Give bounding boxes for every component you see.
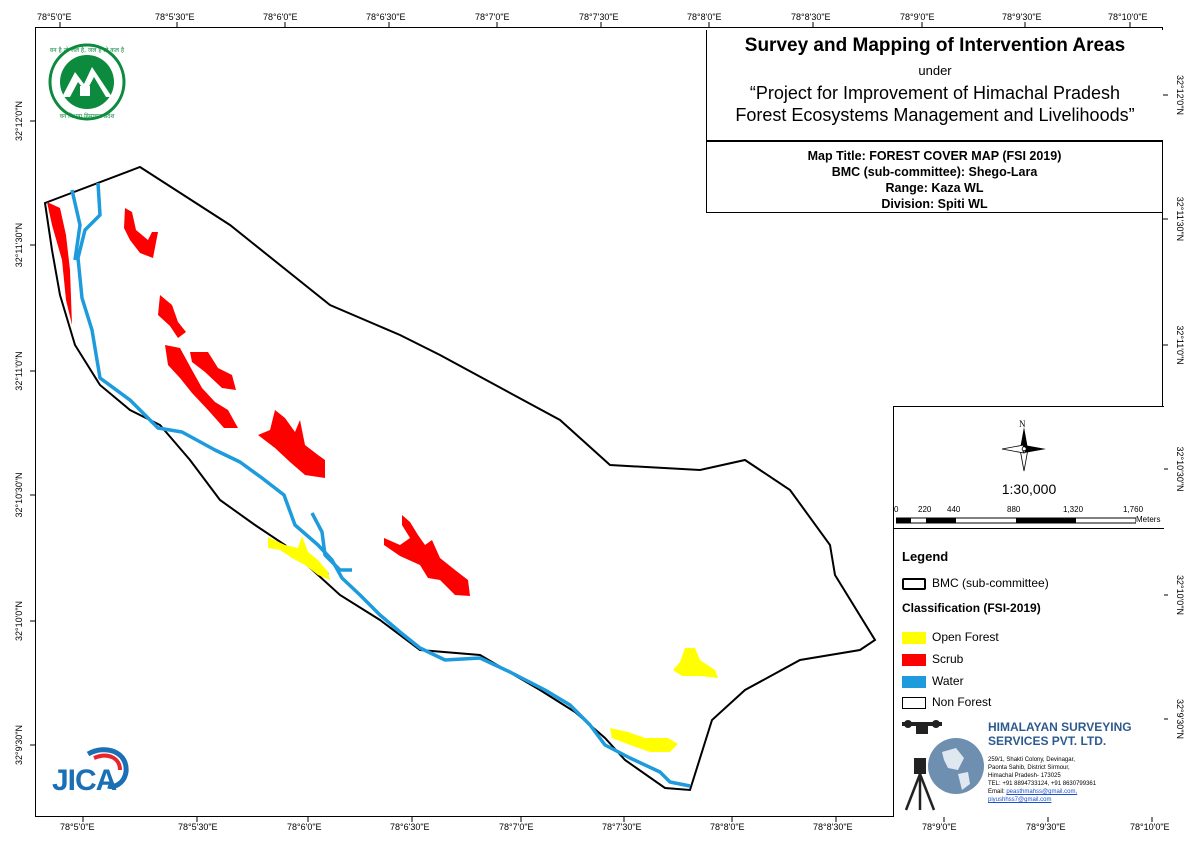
bmc-line: BMC (sub-committee): Shego-Lara [831,165,1038,179]
top-lon-label: 78°5'30"E [155,12,195,22]
email-link[interactable]: piyushhss7@gmail.com [988,797,1052,803]
bottom-lon-label: 78°6'0"E [287,822,322,832]
bottom-lon-label: 78°7'0"E [499,822,534,832]
top-lon-label: 78°10'0"E [1108,12,1148,22]
top-lon-label: 78°9'0"E [900,12,935,22]
scale-tick-label: 440 [947,505,961,514]
svg-text:वन विभाग हिमाचल प्रदेश: वन विभाग हिमाचल प्रदेश [60,112,116,120]
company-address: 259/1, Shakti Colony, Devinagar, Paonta … [988,756,1096,804]
legend-item-non-forest: Non Forest [902,695,991,709]
jica-text: JICA [52,764,117,797]
bottom-lon-label: 78°8'30"E [813,822,853,832]
legend-label: Non Forest [932,695,992,709]
division-line: Division: Spiti WL [881,197,988,211]
company-name: HIMALAYAN SURVEYING SERVICES PVT. LTD. [988,720,1132,748]
bottom-lon-label: 78°8'0"E [710,822,745,832]
scrub-patch [165,345,238,428]
legend-bmc-label: BMC (sub-committee) [932,576,1049,590]
bottom-lon-label: 78°5'0"E [60,822,95,832]
scale-box: N 1:30,000 0 220 440 880 1,320 1,760 Met… [893,406,1164,530]
email-label: Email: [988,789,1005,795]
company-name-line-2: SERVICES PVT. LTD. [988,734,1107,748]
scale-tick-label: 1,320 [1063,505,1084,514]
email-line: Email: peasthmahss@gmail.com, [988,788,1096,796]
top-lon-label: 78°9'30"E [1002,12,1042,22]
email-link[interactable]: peasthmahss@gmail.com, [1006,789,1078,795]
top-lon-label: 78°7'0"E [475,12,510,22]
top-lon-label: 78°6'0"E [263,12,298,22]
surveying-logo-icon [902,720,984,811]
scale-tick-label: 880 [1007,505,1021,514]
address-line: Paonta Sahib, District Sirmour, [988,765,1070,771]
open-forest-patch [268,536,330,580]
bottom-lon-label: 78°6'30"E [390,822,430,832]
scale-unit: Meters [1136,515,1161,524]
water-tributary [310,512,352,572]
water-stream-west [70,189,82,261]
scrub-patch [158,295,186,338]
legend-heading: Legend [902,549,949,564]
forest-department-logo: वन है तो जल है, जल है तो कल है वन विभाग … [48,43,126,121]
scale-tick-label: 0 [894,505,899,514]
bottom-lon-label: 78°9'30"E [1026,822,1066,832]
bmc-boundary [43,165,877,792]
top-lon-label: 78°7'30"E [579,12,619,22]
scale-ratio: 1:30,000 [1001,481,1057,497]
scale-bar [896,517,1136,524]
scrub-patch [384,515,470,596]
north-arrow-icon [1001,427,1046,472]
map-title-line: Map Title: FOREST COVER MAP (FSI 2019) [807,149,1062,163]
top-lon-label: 78°6'30"E [366,12,406,22]
map-info-box: Map Title: FOREST COVER MAP (FSI 2019) B… [706,141,1162,213]
top-lon-label: 78°8'30"E [791,12,831,22]
scale-tick-label: 1,760 [1123,505,1144,514]
company-box: HIMALAYAN SURVEYING SERVICES PVT. LTD. 2… [893,714,1164,817]
top-lon-label: 78°5'0"E [37,12,72,22]
title-under: under [918,63,952,78]
legend-bmc: BMC (sub-committee) [902,576,1049,590]
open-forest-patch [673,648,718,678]
scrub-patch [47,202,72,325]
scrub-swatch [902,653,926,666]
phone-line: TEL: +91 8894733124, +91 8630799361 [988,781,1097,787]
north-label: N [1019,419,1026,429]
scrub-patch [124,208,158,258]
legend-label: Scrub [932,652,964,666]
jica-logo: JICA [48,742,130,810]
open-forest-swatch [902,631,926,644]
legend-box: Legend BMC (sub-committee) Classificatio… [893,528,1164,716]
scale-tick-label: 220 [918,505,932,514]
project-name: “Project for Improvement of Himachal Pra… [707,82,1163,126]
legend-label: Water [932,674,964,688]
water-swatch [902,675,926,688]
bottom-lon-label: 78°10'0"E [1130,822,1170,832]
bottom-lon-label: 78°7'30"E [602,822,642,832]
project-line-2: Forest Ecosystems Management and Livelih… [735,105,1135,125]
legend-label: Open Forest [932,630,999,644]
bottom-lon-label: 78°9'0"E [922,822,957,832]
project-line-1: “Project for Improvement of Himachal Pra… [749,83,1121,103]
company-name-line-1: HIMALAYAN SURVEYING [988,720,1132,734]
top-lon-label: 78°8'0"E [687,12,722,22]
address-line: 259/1, Shakti Colony, Devinagar, [988,757,1075,763]
address-line: Himachal Pradesh- 173025 [988,773,1061,779]
legend-item-scrub: Scrub [902,652,963,666]
legend-item-open-forest: Open Forest [902,630,999,644]
open-forest-patch [610,728,678,752]
scrub-patch [190,352,236,390]
bottom-lon-label: 78°5'30"E [178,822,218,832]
jica-swoosh-icon [86,747,129,789]
svg-text:वन है तो जल है, जल है तो कल है: वन है तो जल है, जल है तो कल है [50,46,125,54]
survey-title: Survey and Mapping of Intervention Areas [744,35,1126,56]
non-forest-swatch [902,696,926,709]
map-title-box: Survey and Mapping of Intervention Areas… [706,30,1163,141]
classification-heading: Classification (FSI-2019) [902,601,1041,615]
range-line: Range: Kaza WL [885,181,984,195]
scrub-patch [258,410,325,478]
legend-item-water: Water [902,674,964,688]
bmc-swatch [902,577,926,590]
